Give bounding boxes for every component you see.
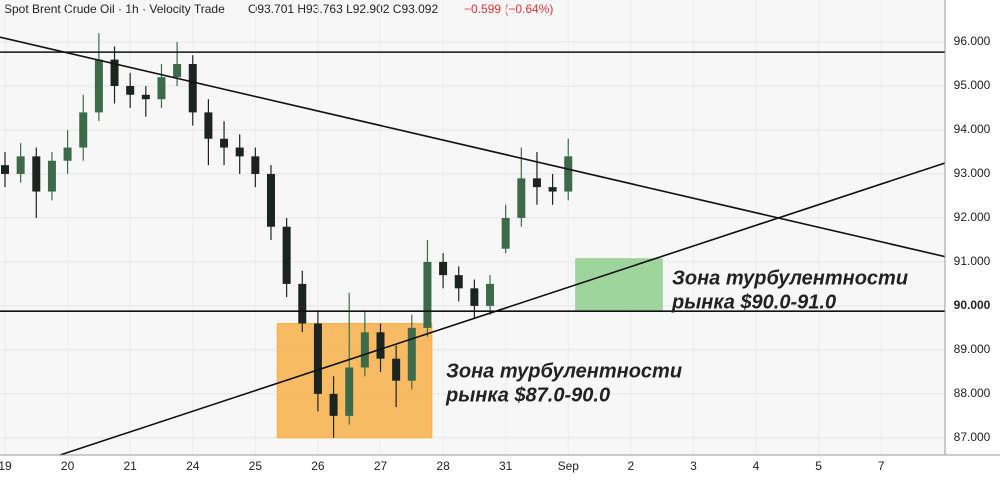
candle-body (188, 63, 197, 113)
x-tick-label: 5 (815, 459, 822, 473)
x-tick-label: 19 (0, 459, 12, 473)
x-tick-label: 27 (374, 459, 388, 473)
candle-body (141, 94, 150, 100)
candle-body (47, 160, 56, 192)
candle-body (266, 173, 275, 227)
candle-body (548, 187, 557, 192)
change-text: −0.599 (−0.64%) (464, 2, 553, 16)
candle-body (470, 288, 479, 306)
candle-body (1, 165, 10, 174)
y-tick-label: 89.000 (954, 342, 991, 356)
x-tick-label: 26 (311, 459, 325, 473)
candle-body (16, 156, 25, 174)
zone-label: Зона турбулентности (446, 360, 682, 382)
chart-title: Spot Brent Crude Oil · 1h · Velocity Tra… (4, 2, 225, 16)
zone-label: рынка $87.0-90.0 (445, 384, 610, 406)
x-tick-label: 24 (186, 459, 200, 473)
candle-body (282, 226, 291, 284)
y-tick-label: 96.000 (954, 34, 991, 48)
y-tick-label: 94.000 (954, 122, 991, 136)
plot-background (0, 0, 945, 455)
candle-body (486, 283, 495, 306)
candle-body (94, 59, 103, 113)
trend-line (59, 162, 946, 456)
candle-body (439, 261, 448, 276)
trend-line (0, 36, 946, 258)
candle-body (63, 147, 72, 161)
x-tick-label: Sep (558, 459, 580, 473)
zone-label: рынка $90.0-91.0 (671, 291, 836, 313)
candle-body (313, 323, 322, 394)
candle-body (532, 178, 541, 188)
y-tick-label: 90.000 (954, 298, 991, 312)
candle-body (360, 332, 369, 368)
x-tick-label: 25 (249, 459, 263, 473)
candle-body (392, 358, 401, 381)
y-tick-label: 88.000 (954, 386, 991, 400)
x-tick-label: 21 (123, 459, 137, 473)
x-tick-label: 4 (753, 459, 760, 473)
candle-body (423, 261, 432, 328)
y-tick-label: 92.000 (954, 210, 991, 224)
candle-body (407, 327, 416, 381)
x-tick-label: 7 (878, 459, 885, 473)
candle-body (501, 217, 510, 249)
y-tick-label: 91.000 (954, 254, 991, 268)
candle-body (204, 112, 213, 139)
y-tick-label: 95.000 (954, 78, 991, 92)
zone (575, 258, 663, 312)
candle-body (235, 147, 244, 157)
zone-label: Зона турбулентности (672, 267, 908, 289)
candle-body (329, 393, 338, 416)
x-tick-label: 2 (627, 459, 634, 473)
x-tick-label: 28 (436, 459, 450, 473)
candle-body (345, 367, 354, 416)
candle-body (517, 178, 526, 218)
y-tick-label: 93.000 (954, 166, 991, 180)
candle-body (220, 138, 229, 148)
candle-body (110, 59, 119, 86)
candle-body (251, 156, 260, 174)
x-tick-label: 20 (61, 459, 75, 473)
x-tick-label: 31 (499, 459, 513, 473)
candle-body (79, 112, 88, 148)
ohlc-text: O93.701 H93.763 L92.902 C93.092 (248, 2, 438, 16)
candle-body (173, 63, 182, 78)
plot-area (0, 33, 946, 456)
candle-body (376, 332, 385, 359)
candle-body (157, 77, 166, 100)
candle-body (564, 156, 573, 192)
candle-body (298, 283, 307, 324)
candle-body (126, 85, 135, 95)
x-tick-label: 3 (690, 459, 697, 473)
y-tick-label: 87.000 (954, 430, 991, 444)
zone (276, 322, 433, 439)
candle-body (454, 275, 463, 289)
candle-body (32, 156, 41, 192)
